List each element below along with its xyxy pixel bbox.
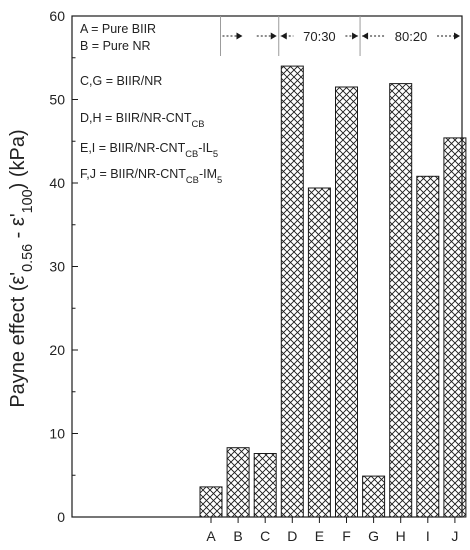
y-tick-label: 50 bbox=[49, 92, 65, 108]
bar-H bbox=[389, 83, 413, 518]
group-label-80-20: 80:20 bbox=[395, 29, 428, 44]
x-tick-label: G bbox=[368, 528, 379, 544]
x-tick-label: A bbox=[206, 528, 216, 544]
bar-I bbox=[416, 175, 440, 518]
y-tick-label: 20 bbox=[49, 342, 65, 358]
y-tick-label: 40 bbox=[49, 175, 65, 191]
arrowhead bbox=[454, 32, 460, 40]
y-axis-title: Payne effect (ε'0.56 - ε'100) (kPa) bbox=[7, 129, 36, 407]
legend-entry: A = Pure BIIR bbox=[80, 22, 156, 36]
x-tick-label: J bbox=[451, 528, 458, 544]
x-tick-label: H bbox=[396, 528, 406, 544]
x-tick-label: F bbox=[342, 528, 351, 544]
legend: A = Pure BIIR B = Pure NR C,G = BIIR/NR D,H… bbox=[80, 22, 222, 185]
bars bbox=[199, 65, 467, 518]
group-annotations: 70:30 80:20 bbox=[219, 16, 460, 56]
x-tick-label: B bbox=[233, 528, 242, 544]
bar-F bbox=[335, 86, 358, 518]
legend-entry: D,H = BIIR/NR-CNTCB bbox=[80, 111, 204, 129]
arrowhead bbox=[280, 32, 287, 40]
bar-E bbox=[307, 187, 331, 518]
legend-entry: C,G = BIIR/NR bbox=[80, 74, 162, 88]
x-tick-label: D bbox=[287, 528, 297, 544]
x-tick-label: E bbox=[315, 528, 324, 544]
y-tick-label: 30 bbox=[49, 259, 65, 275]
arrowhead bbox=[352, 32, 359, 40]
bar-D bbox=[280, 65, 304, 518]
group-label-70-30: 70:30 bbox=[303, 29, 336, 44]
bar-A bbox=[199, 486, 223, 518]
bar-B bbox=[226, 447, 250, 518]
legend-entry: B = Pure NR bbox=[80, 39, 151, 53]
arrowhead bbox=[236, 32, 243, 40]
x-tick-label: I bbox=[426, 528, 430, 544]
x-tick-label: C bbox=[260, 528, 270, 544]
y-tick-label: 60 bbox=[49, 8, 65, 24]
bar-G bbox=[362, 475, 386, 518]
legend-entry: E,I = BIIR/NR-CNTCB-IL5 bbox=[80, 141, 218, 159]
y-tick-label: 0 bbox=[57, 509, 65, 525]
arrowhead bbox=[362, 32, 369, 40]
y-tick-label: 10 bbox=[49, 426, 65, 442]
arrowhead bbox=[270, 32, 277, 40]
legend-entry: F,J = BIIR/NR-CNTCB-IM5 bbox=[80, 167, 222, 185]
bar-C bbox=[253, 453, 277, 518]
